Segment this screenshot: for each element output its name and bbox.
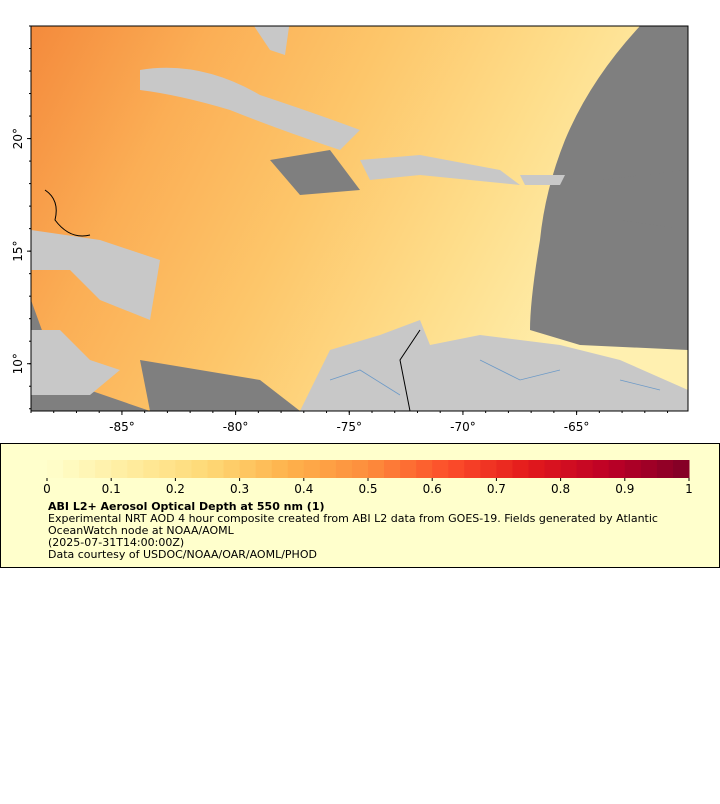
colorbar-tick-label: 0.5: [358, 482, 377, 496]
colorbar-swatch: [640, 460, 658, 478]
y-tick-label: 20°: [11, 128, 25, 149]
colorbar-swatch: [47, 460, 64, 478]
colorbar-swatch: [448, 460, 465, 478]
map-image: [31, 26, 688, 411]
colorbar-swatch: [368, 460, 385, 478]
x-tick-label: -70°: [450, 420, 476, 434]
colorbar-swatch: [255, 460, 273, 478]
colorbar-tick-label: 0.8: [551, 482, 570, 496]
colorbar-swatch: [608, 460, 626, 478]
colorbar-swatch: [576, 460, 594, 478]
colorbar-swatch: [544, 460, 562, 478]
colorbar-swatch: [512, 460, 529, 478]
colorbar-swatch: [351, 460, 369, 478]
colorbar-swatch: [400, 460, 417, 478]
colorbar-swatch: [95, 460, 112, 478]
colorbar-swatch: [287, 460, 305, 478]
colorbar-swatch: [335, 460, 353, 478]
colorbar-swatch: [127, 460, 144, 478]
colorbar-swatch: [464, 460, 481, 478]
map-frame: [30, 25, 689, 412]
legend-title: ABI L2+ Aerosol Optical Depth at 550 nm …: [48, 500, 325, 513]
colorbar-tick-label: 0.4: [294, 482, 313, 496]
y-tick-label: 15°: [11, 241, 25, 262]
x-tick-label: -75°: [336, 420, 362, 434]
colorbar-swatch: [175, 460, 192, 478]
colorbar-tick-label: 1: [685, 482, 693, 496]
colorbar-swatch: [239, 460, 257, 478]
colorbar-swatch: [159, 460, 176, 478]
colorbar-swatch: [592, 460, 610, 478]
colorbar-swatch: [656, 460, 674, 478]
colorbar-tick-label: 0.1: [102, 482, 121, 496]
colorbar-swatch: [63, 460, 80, 478]
legend-line: Experimental NRT AOD 4 hour composite cr…: [48, 512, 658, 525]
colorbar-swatch: [496, 460, 513, 478]
x-tick-label: -80°: [223, 420, 249, 434]
x-tick-label: -65°: [564, 420, 590, 434]
colorbar-swatch: [143, 460, 160, 478]
colorbar-tick-label: 0.6: [423, 482, 442, 496]
legend-line: (2025-07-31T14:00:00Z): [48, 536, 184, 549]
legend-line: Data courtesy of USDOC/NOAA/OAR/AOML/PHO…: [48, 548, 317, 561]
colorbar-swatch: [191, 460, 208, 478]
colorbar-swatch: [223, 460, 241, 478]
colorbar-tick-label: 0: [43, 482, 51, 496]
x-tick-label: -85°: [109, 420, 135, 434]
colorbar-swatch: [624, 460, 642, 478]
colorbar-tick-label: 0.3: [230, 482, 249, 496]
colorbar-swatch: [416, 460, 433, 478]
colorbar-swatch: [384, 460, 401, 478]
colorbar-tick-label: 0.9: [615, 482, 634, 496]
colorbar-swatch: [480, 460, 497, 478]
colorbar-swatch: [672, 460, 690, 478]
colorbar-swatch: [271, 460, 289, 478]
colorbar-swatch: [207, 460, 225, 478]
colorbar-swatch: [303, 460, 321, 478]
colorbar-tick-label: 0.7: [487, 482, 506, 496]
legend-line: OceanWatch node at NOAA/AOML: [48, 524, 235, 537]
colorbar-swatch: [528, 460, 546, 478]
y-tick-label: 10°: [11, 353, 25, 374]
colorbar-swatch: [319, 460, 337, 478]
colorbar-swatch: [111, 460, 128, 478]
colorbar-swatch: [79, 460, 96, 478]
colorbar-swatch: [560, 460, 578, 478]
colorbar-swatch: [432, 460, 449, 478]
colorbar-tick-label: 0.2: [166, 482, 185, 496]
